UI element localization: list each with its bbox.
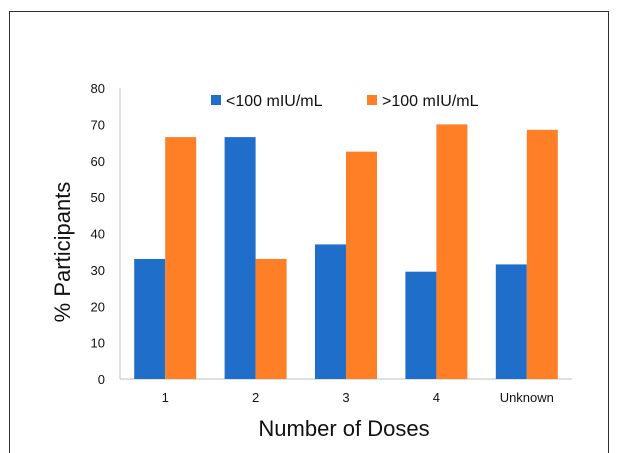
y-tick-label: 60 [91,154,105,169]
x-axis-title: Number of Doses [258,416,429,441]
y-tick-label: 0 [98,372,105,387]
y-tick-label: 20 [91,299,105,314]
bar-lt100-3 [315,244,346,379]
y-tick-label: 70 [91,117,105,132]
x-tick-label: 4 [433,390,440,405]
x-axis: 1 2 3 4 Unknown [120,378,572,405]
y-tick-label: 50 [91,190,105,205]
y-tick-label: 30 [91,263,105,278]
bar-gt100-2 [255,258,287,379]
y-tick-label: 80 [91,81,105,96]
x-tick-label: 1 [162,390,169,405]
bar-gt100-1 [165,137,197,379]
legend-label-gt100: >100 mIU/mL [382,93,479,110]
bar-gt100-4 [436,124,468,379]
y-tick-label: 40 [91,227,105,242]
bar-lt100-2 [224,137,256,379]
bar-lt100-1 [134,258,166,379]
bars [134,124,558,379]
x-tick-label: 3 [342,390,349,405]
y-axis-title: % Participants [50,182,75,323]
y-tick-label: 10 [91,336,105,351]
x-tick-label: Unknown [500,390,554,405]
bar-gt100-unknown [526,129,558,379]
legend-swatch-lt100 [211,95,221,105]
legend-label-lt100: <100 mIU/mL [226,93,323,110]
legend: <100 mIU/mL >100 mIU/mL [211,93,479,110]
bar-lt100-unknown [495,264,527,379]
bar-gt100-3 [346,151,377,379]
bar-lt100-4 [405,271,437,379]
legend-swatch-gt100 [367,95,377,105]
x-tick-label: 2 [252,390,259,405]
y-axis: 0 10 20 30 40 50 60 70 80 [91,81,121,387]
